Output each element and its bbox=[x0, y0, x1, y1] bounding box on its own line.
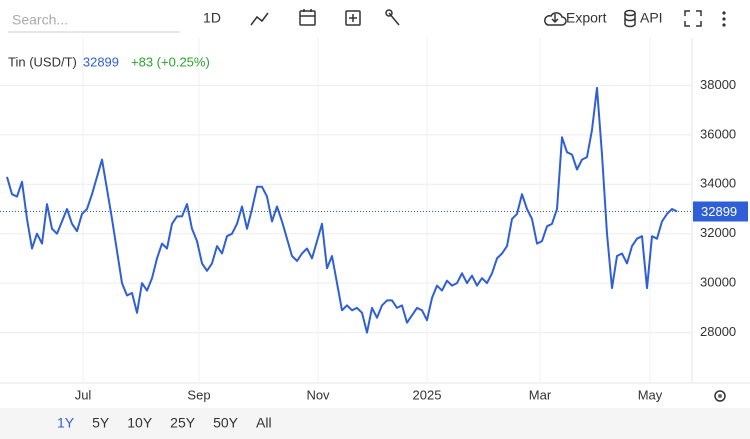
search-box[interactable]: Search... bbox=[12, 12, 68, 28]
chart-type-icon[interactable] bbox=[250, 12, 269, 26]
y-tick-label: 34000 bbox=[700, 176, 736, 191]
settings-icon[interactable] bbox=[714, 390, 726, 402]
toolbar: Search... 1D Export API bbox=[8, 9, 726, 33]
range-bar bbox=[0, 408, 750, 439]
interval-button[interactable]: 1D bbox=[203, 10, 221, 26]
legend-value: 32899 bbox=[83, 54, 119, 69]
tools-icon[interactable] bbox=[385, 9, 400, 26]
last-value-label: 32899 bbox=[701, 204, 737, 219]
y-tick-label: 32000 bbox=[700, 225, 736, 240]
y-tick-label: 38000 bbox=[700, 77, 736, 92]
calendar-icon[interactable] bbox=[299, 9, 316, 26]
y-tick-label: 36000 bbox=[700, 126, 736, 141]
compare-icon[interactable] bbox=[345, 10, 361, 26]
x-tick-label: Sep bbox=[187, 387, 210, 402]
menu-icon[interactable] bbox=[722, 11, 726, 27]
export-icon[interactable] bbox=[544, 12, 567, 26]
range-button[interactable]: 1Y bbox=[57, 415, 75, 431]
x-tick-label: May bbox=[638, 387, 663, 402]
range-button[interactable]: 50Y bbox=[213, 415, 239, 431]
x-tick-label: Jul bbox=[75, 387, 92, 402]
range-button[interactable]: All bbox=[256, 415, 272, 431]
x-tick-label: Nov bbox=[306, 387, 330, 402]
x-tick-label: Mar bbox=[529, 387, 552, 402]
range-button[interactable]: 10Y bbox=[127, 415, 153, 431]
fullscreen-icon[interactable] bbox=[684, 10, 702, 27]
export-button[interactable]: Export bbox=[566, 10, 607, 26]
price-line bbox=[6, 86, 678, 334]
legend-change: +83 (+0.25%) bbox=[131, 54, 210, 69]
legend-name: Tin (USD/T) bbox=[8, 54, 77, 69]
y-tick-label: 28000 bbox=[700, 324, 736, 339]
api-icon[interactable] bbox=[624, 9, 636, 28]
y-tick-label: 30000 bbox=[700, 275, 736, 290]
api-button[interactable]: API bbox=[640, 10, 663, 26]
range-button[interactable]: 25Y bbox=[170, 415, 196, 431]
plot: 28000 30000 32000 34000 36000 38000 Jul Sep Nov 2… bbox=[0, 38, 748, 402]
x-tick-label: 2025 bbox=[413, 387, 442, 402]
range-button[interactable]: 5Y bbox=[92, 415, 110, 431]
last-value-badge bbox=[693, 201, 748, 222]
